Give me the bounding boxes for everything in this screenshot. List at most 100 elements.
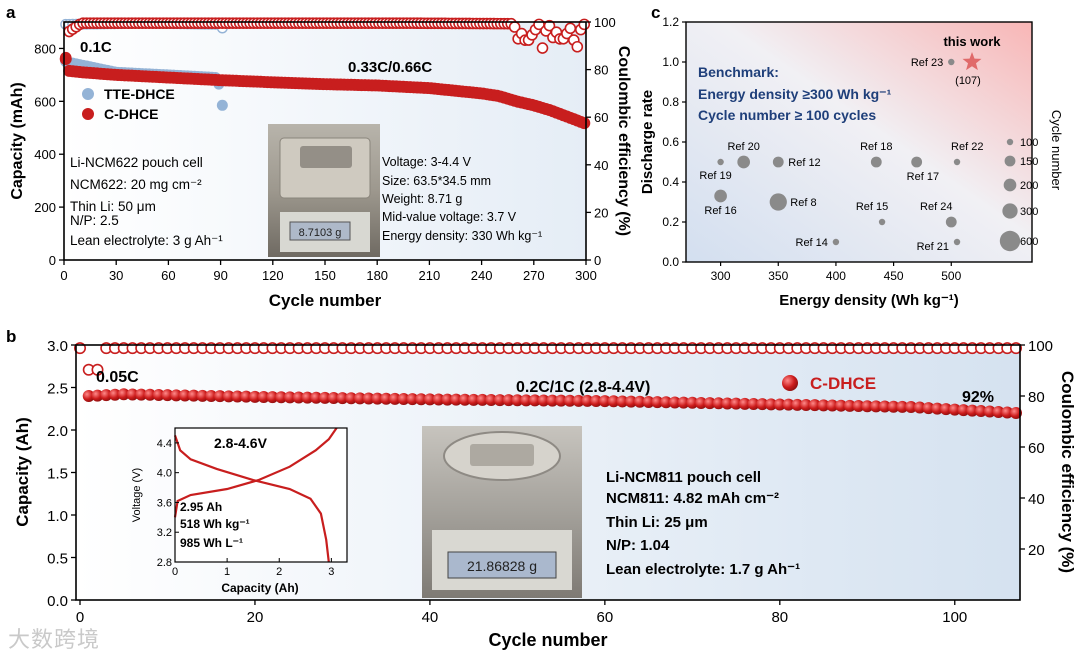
cdhce-capacity-point: [555, 394, 568, 407]
size-legend-marker: [1003, 178, 1017, 192]
y-tick-label: 0.5: [47, 551, 68, 568]
cdhce-capacity-point: [345, 392, 358, 405]
panel-b-y-ticks: 0.0 0.5 1.0 1.5 2.0 2.5 3.0: [47, 338, 76, 610]
cdhce-capacity-point: [931, 402, 944, 415]
x-tick-label: 60: [161, 268, 175, 283]
size-legend-marker: [1006, 138, 1014, 146]
panel-a-label-cycling: 0.33C/0.66C: [348, 59, 432, 76]
reference-label: Ref 15: [856, 201, 888, 213]
x-tick-label: 80: [771, 609, 788, 626]
cdhce-capacity-point: [170, 389, 183, 402]
panel-b-label-retention: 92%: [962, 389, 994, 406]
cdhce-capacity-point: [633, 395, 646, 408]
cdhce-capacity-point: [922, 402, 935, 415]
cdhce-capacity-point: [581, 394, 594, 407]
panel-a-scale-photo: 8.7103 g: [268, 124, 380, 257]
cdhce-capacity-point: [563, 394, 576, 407]
reference-point: [832, 238, 840, 246]
cdhce-capacity-point: [686, 396, 699, 409]
reference-point: [737, 155, 750, 169]
cdhce-capacity-point: [353, 392, 366, 405]
cdhce-capacity-point: [598, 395, 611, 408]
panel-b-ylabel: Capacity (Ah): [13, 417, 32, 527]
cdhce-capacity-point: [213, 390, 226, 403]
cdhce-capacity-point: [476, 393, 489, 406]
cdhce-capacity-point: [135, 388, 148, 401]
cdhce-capacity-point: [572, 394, 585, 407]
x-tick-label: 180: [366, 268, 388, 283]
cdhce-capacity-point: [992, 406, 1005, 419]
cdhce-capacity-point: [450, 393, 463, 406]
inset-text-1: 2.95 Ah: [180, 500, 222, 514]
reference-label: Ref 17: [907, 171, 939, 183]
cdhce-ce-point: [571, 40, 584, 53]
inset-y-tick-label: 3.6: [157, 497, 172, 509]
reference-point: [714, 189, 727, 203]
x-tick-label: 350: [768, 269, 788, 283]
cdhce-capacity-point: [878, 400, 891, 413]
panel-letter-a: a: [6, 3, 16, 22]
panel-letter-c: c: [651, 3, 660, 22]
reference-label: Ref 21: [917, 241, 949, 253]
cdhce-capacity-point: [126, 388, 139, 401]
panel-a-cell-line-4: N/P: 2.5: [70, 213, 119, 228]
x-tick-label: 150: [314, 268, 336, 283]
tte-capacity-point: [216, 99, 228, 111]
y-tick-label: 0.4: [662, 175, 679, 189]
cdhce-capacity-point: [485, 393, 498, 406]
y-tick-label: 2.0: [47, 423, 68, 440]
legend-marker-cdhce-b: [782, 375, 798, 391]
cdhce-capacity-point: [397, 393, 410, 406]
y-tick-label: 1.0: [47, 508, 68, 525]
cdhce-capacity-point: [773, 398, 786, 411]
cdhce-capacity-point: [887, 400, 900, 413]
cdhce-capacity-point: [91, 389, 104, 402]
panel-b-label-formation: 0.05C: [96, 369, 139, 386]
x-tick-label: 240: [471, 268, 493, 283]
cdhce-ce-point: [578, 18, 591, 31]
cdhce-capacity-point: [660, 396, 673, 409]
cdhce-capacity-point: [668, 396, 681, 409]
cdhce-capacity-point: [371, 392, 384, 405]
reference-label: Ref 24: [920, 201, 952, 213]
cdhce-capacity-point: [240, 390, 253, 403]
y2-tick-label: 40: [1028, 491, 1045, 508]
cdhce-capacity-point: [896, 400, 909, 413]
cdhce-capacity-point: [983, 405, 996, 418]
panel-a-xlabel: Cycle number: [269, 291, 382, 310]
cdhce-capacity-point: [721, 397, 734, 410]
cdhce-capacity-point: [975, 405, 988, 418]
inset-y-tick-label: 3.2: [157, 527, 172, 539]
panel-b-cell-line-4: N/P: 1.04: [606, 537, 670, 554]
y-tick-label: 1.2: [662, 15, 679, 29]
inset-discharge-curve: [173, 435, 330, 563]
cdhce-capacity-point: [747, 397, 760, 410]
y-tick-label: 800: [34, 41, 56, 56]
cdhce-capacity-point: [651, 396, 664, 409]
cdhce-capacity-point: [432, 393, 445, 406]
legend-marker-cdhce-a: [82, 108, 94, 120]
cdhce-ce-point: [564, 22, 577, 35]
cdhce-capacity-point: [406, 393, 419, 406]
cdhce-capacity-point: [791, 398, 804, 411]
y2-tick-label: 80: [594, 63, 608, 78]
cdhce-capacity-point: [738, 397, 751, 410]
size-legend-marker: [1004, 155, 1016, 167]
watermark-text: 大数跨境: [8, 628, 101, 653]
panel-b-xlabel: Cycle number: [488, 630, 607, 650]
cdhce-ce-point: [536, 42, 549, 54]
inset-charge-curve: [173, 427, 338, 518]
cdhce-capacity-point: [905, 401, 918, 414]
y-tick-label: 0.0: [47, 593, 68, 610]
inset-frame: [174, 427, 348, 563]
size-legend-label: 200: [1020, 180, 1038, 192]
cdhce-capacity-point: [380, 392, 393, 405]
reference-point: [870, 156, 882, 168]
x-tick-label: 300: [575, 268, 597, 283]
panel-c-benchmark-3: Cycle number ≥ 100 cycles: [698, 107, 876, 123]
reference-point: [769, 193, 787, 211]
reference-label: Ref 22: [951, 141, 983, 153]
cdhce-capacity-point: [388, 392, 401, 405]
x-tick-label: 0: [60, 268, 67, 283]
